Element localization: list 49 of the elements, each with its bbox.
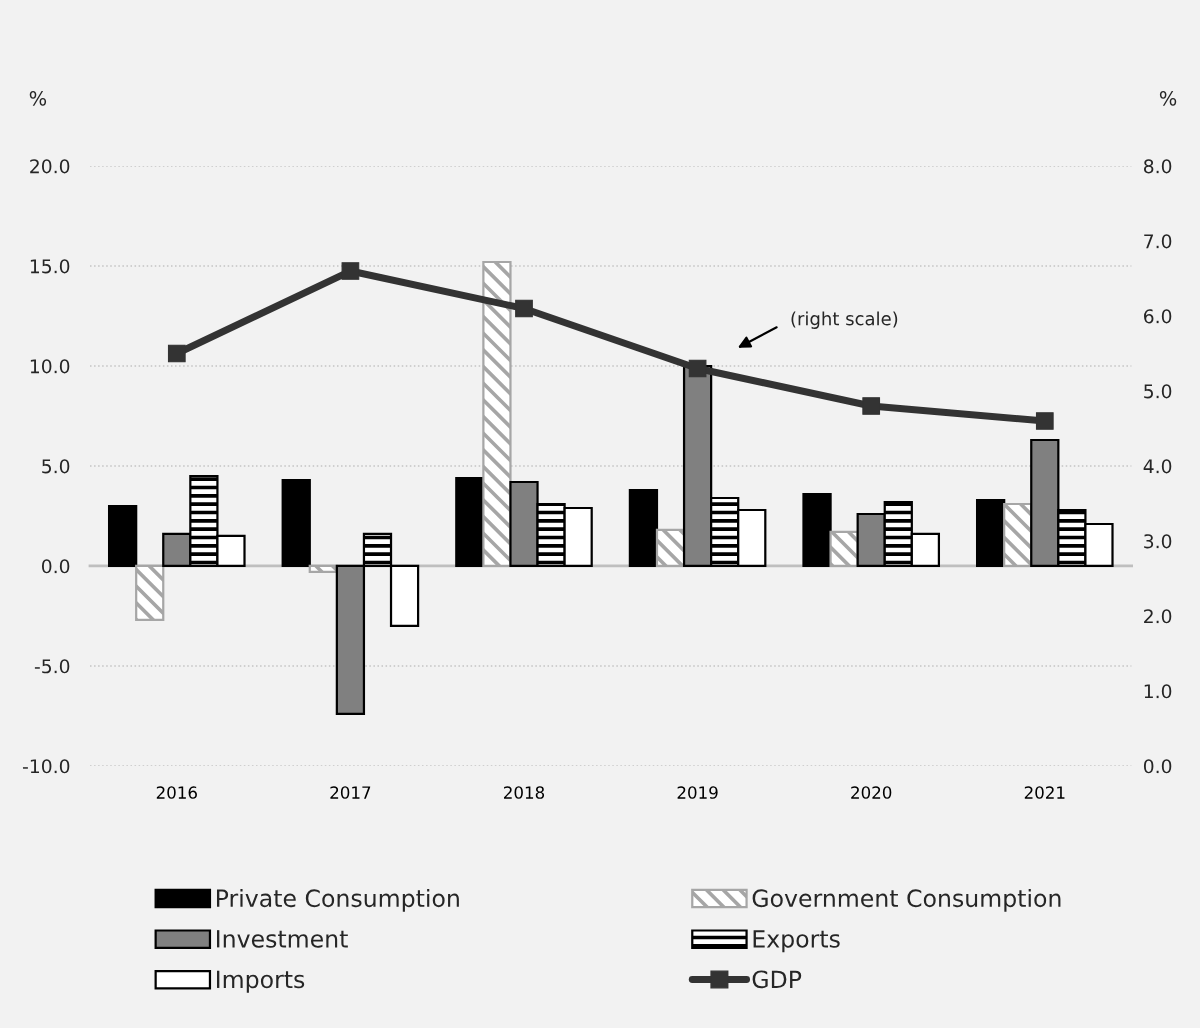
y2-axis-title: % — [1159, 90, 1177, 106]
y-tick-label: 15.0 — [30, 259, 70, 274]
y2-tick-label: 3.0 — [1144, 534, 1172, 549]
x-tick-label: 2017 — [330, 786, 371, 799]
bar — [482, 260, 512, 568]
point — [341, 262, 360, 280]
bar — [455, 476, 485, 568]
bar — [107, 504, 138, 568]
x-tick-label: 2016 — [156, 786, 197, 799]
bar — [281, 478, 311, 568]
bar — [655, 528, 686, 568]
annotation: (right scale) — [791, 311, 898, 329]
y-tick-label: 20.0 — [30, 159, 70, 174]
bar — [975, 498, 1006, 568]
y-axis-title: % — [29, 90, 47, 106]
y-tick-label: 10.0 — [30, 359, 70, 374]
y2-tick-label: 1.0 — [1144, 684, 1172, 699]
point — [1035, 412, 1054, 430]
point — [688, 359, 707, 378]
point — [515, 299, 533, 318]
bar — [829, 530, 859, 568]
x-tick-label: 2018 — [504, 786, 545, 799]
x-tick-label: 2021 — [1024, 786, 1065, 799]
bar — [802, 492, 832, 568]
legend-label: Government Consumption — [752, 888, 1061, 912]
bar — [135, 564, 165, 622]
y2-tick-label: 7.0 — [1144, 234, 1172, 249]
y2-tick-label: 5.0 — [1144, 384, 1172, 399]
y2-tick-label: 4.0 — [1143, 459, 1172, 474]
bar — [1003, 502, 1033, 568]
legend-label: Private Consumption — [216, 888, 459, 912]
y2-tick-label: 6.0 — [1144, 309, 1172, 324]
point — [167, 344, 186, 363]
y2-tick-label: 0.0 — [1143, 759, 1172, 774]
y2-tick-label: 8.0 — [1143, 159, 1172, 174]
legend-label: Investment — [216, 930, 348, 948]
x-tick-label: 2020 — [851, 786, 892, 799]
legend-label: Imports — [216, 970, 305, 993]
legend-label: GDP — [752, 970, 802, 989]
y-tick-label: 5.0 — [42, 459, 70, 474]
y-tick-label: 0.0 — [41, 559, 70, 574]
x-tick-label: 2019 — [677, 786, 718, 799]
y2-tick-label: 2.0 — [1144, 609, 1172, 624]
legend-label: Exports — [753, 930, 840, 953]
y-tick-label: -10.0 — [22, 759, 70, 774]
bar — [308, 564, 338, 574]
point — [862, 397, 881, 415]
bar — [628, 488, 659, 568]
y-tick-label: -5.0 — [34, 659, 70, 674]
